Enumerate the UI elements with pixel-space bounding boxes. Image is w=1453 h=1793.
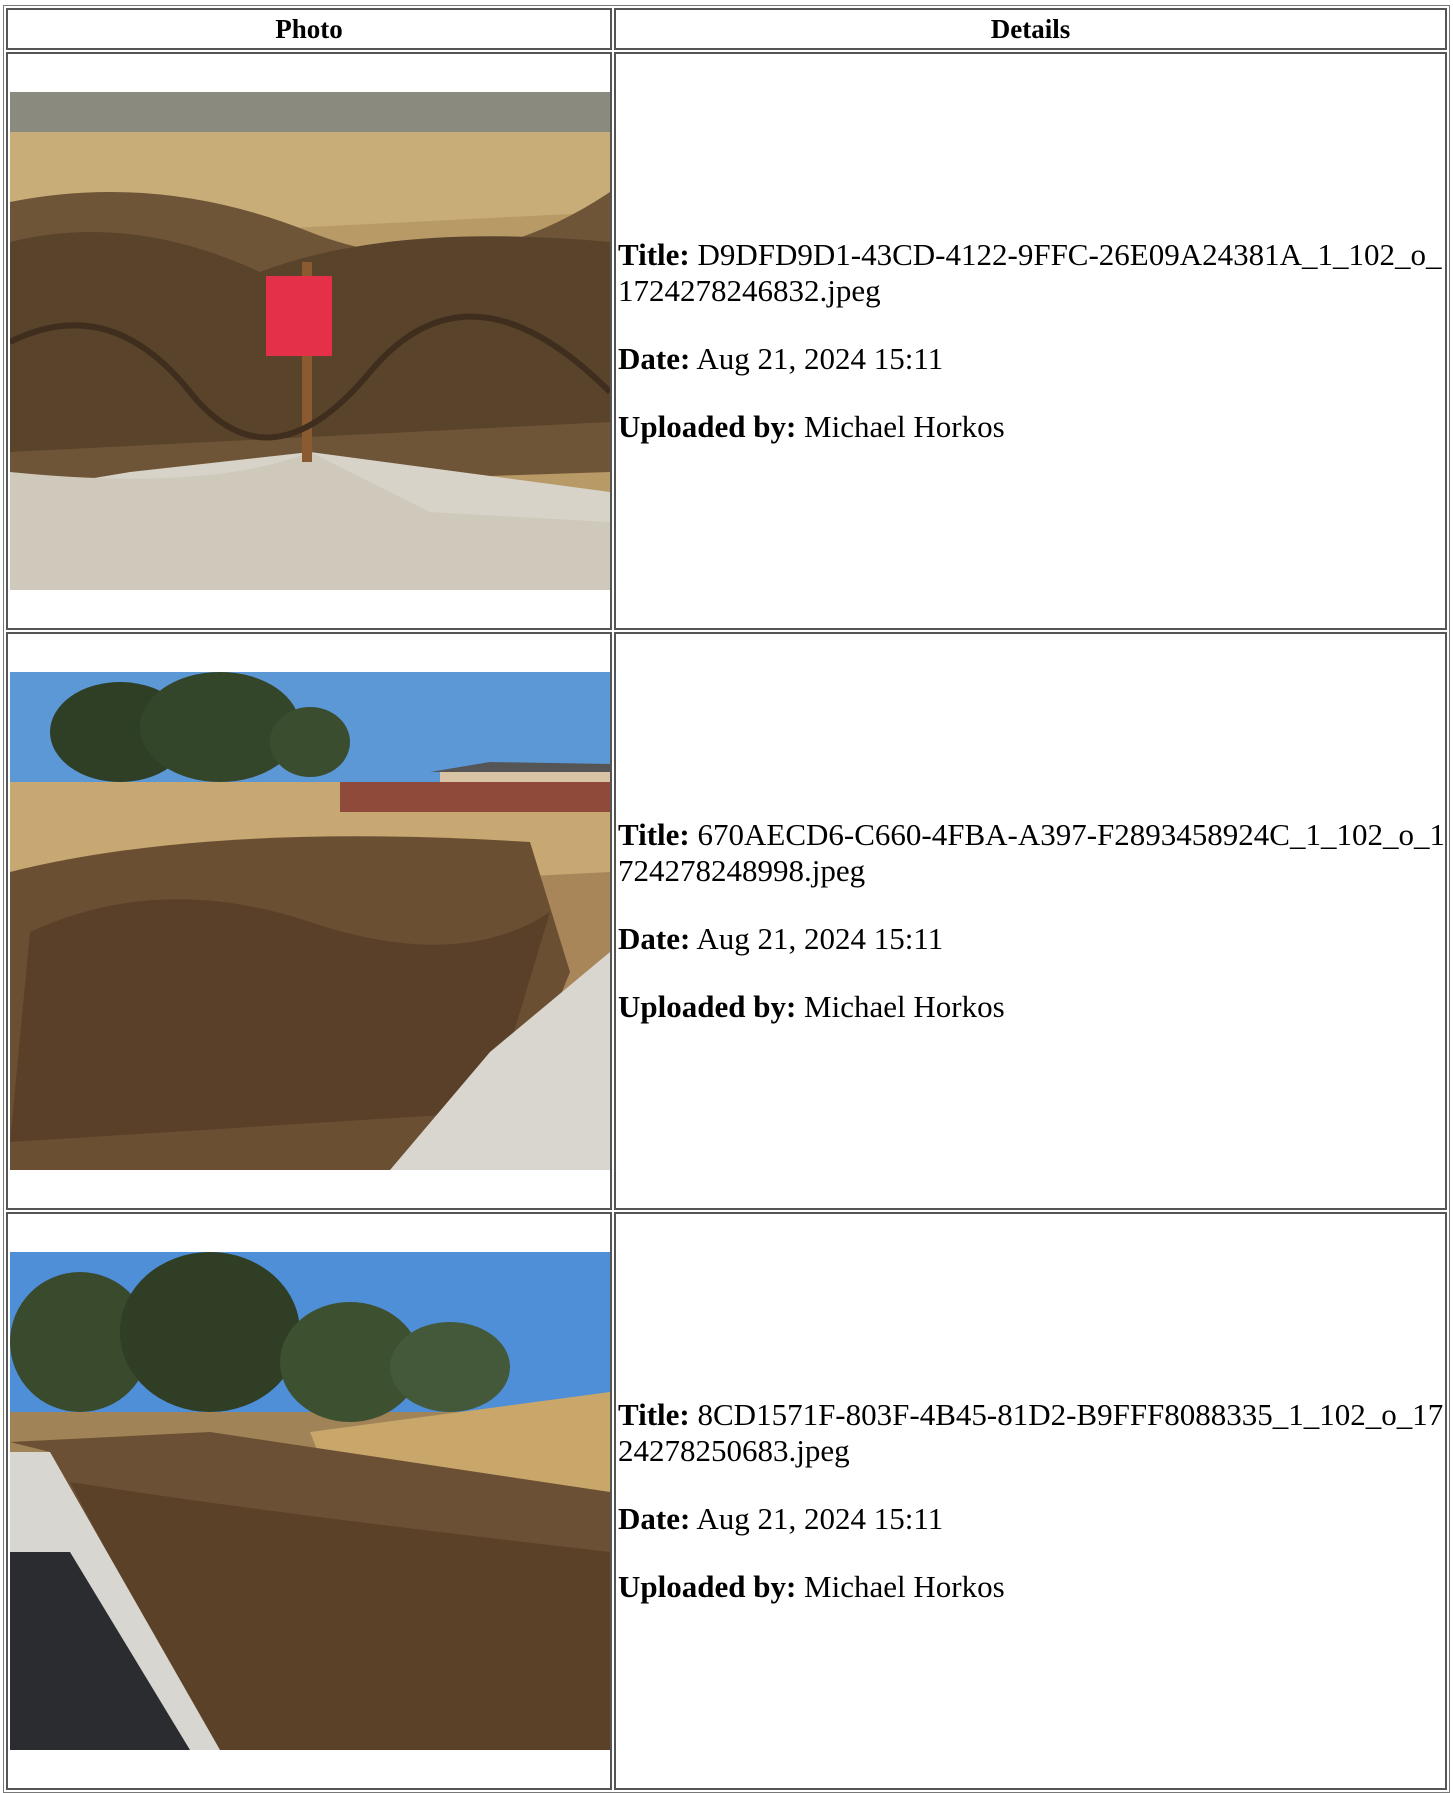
column-header: Details — [614, 8, 1447, 50]
photo-title: 670AECD6-C660-4FBA-A397-F2893458924C_1_1… — [618, 817, 1445, 888]
uploader: Michael Horkos — [804, 1569, 1005, 1604]
photo-title: 8CD1571F-803F-4B45-81D2-B9FFF8088335_1_1… — [618, 1397, 1444, 1468]
photo-cell — [6, 1212, 612, 1790]
uploader-line: Uploaded by: Michael Horkos — [618, 1569, 1445, 1605]
photo-row: Title: 8CD1571F-803F-4B45-81D2-B9FFF8088… — [6, 1212, 1447, 1790]
date-line: Date: Aug 21, 2024 15:11 — [618, 1501, 1445, 1537]
uploader: Michael Horkos — [804, 409, 1005, 444]
column-header: Photo — [6, 8, 612, 50]
field-label: Date: — [618, 341, 691, 376]
title-line: Title: 8CD1571F-803F-4B45-81D2-B9FFF8088… — [618, 1397, 1445, 1469]
photo-date: Aug 21, 2024 15:11 — [696, 921, 944, 956]
details-cell: Title: 670AECD6-C660-4FBA-A397-F28934589… — [614, 632, 1447, 1210]
photo[interactable] — [10, 92, 610, 590]
date-line: Date: Aug 21, 2024 15:11 — [618, 341, 1445, 377]
photo-date: Aug 21, 2024 15:11 — [696, 341, 944, 376]
field-label: Date: — [618, 921, 691, 956]
details-cell: Title: D9DFD9D1-43CD-4122-9FFC-26E09A243… — [614, 52, 1447, 630]
field-label: Date: — [618, 1501, 691, 1536]
photo-row: Title: 670AECD6-C660-4FBA-A397-F28934589… — [6, 632, 1447, 1210]
title-line: Title: D9DFD9D1-43CD-4122-9FFC-26E09A243… — [618, 237, 1445, 309]
photo-table: Photo Details Title: — [3, 5, 1450, 1793]
field-label: Uploaded by: — [618, 1569, 797, 1604]
uploader: Michael Horkos — [804, 989, 1005, 1024]
field-label: Title: — [618, 817, 690, 852]
photo-row: Title: D9DFD9D1-43CD-4122-9FFC-26E09A243… — [6, 52, 1447, 630]
photo-title: D9DFD9D1-43CD-4122-9FFC-26E09A24381A_1_1… — [618, 237, 1442, 308]
uploader-line: Uploaded by: Michael Horkos — [618, 989, 1445, 1025]
title-line: Title: 670AECD6-C660-4FBA-A397-F28934589… — [618, 817, 1445, 889]
date-line: Date: Aug 21, 2024 15:11 — [618, 921, 1445, 957]
details-cell: Title: 8CD1571F-803F-4B45-81D2-B9FFF8088… — [614, 1212, 1447, 1790]
photo[interactable] — [10, 672, 610, 1170]
field-label: Title: — [618, 237, 690, 272]
photo-date: Aug 21, 2024 15:11 — [696, 1501, 944, 1536]
photo-cell — [6, 632, 612, 1210]
photo-cell — [6, 52, 612, 630]
photo[interactable] — [10, 1252, 610, 1750]
field-label: Uploaded by: — [618, 409, 797, 444]
uploader-line: Uploaded by: Michael Horkos — [618, 409, 1445, 445]
field-label: Uploaded by: — [618, 989, 797, 1024]
header-row: Photo Details — [6, 8, 1447, 50]
field-label: Title: — [618, 1397, 690, 1432]
